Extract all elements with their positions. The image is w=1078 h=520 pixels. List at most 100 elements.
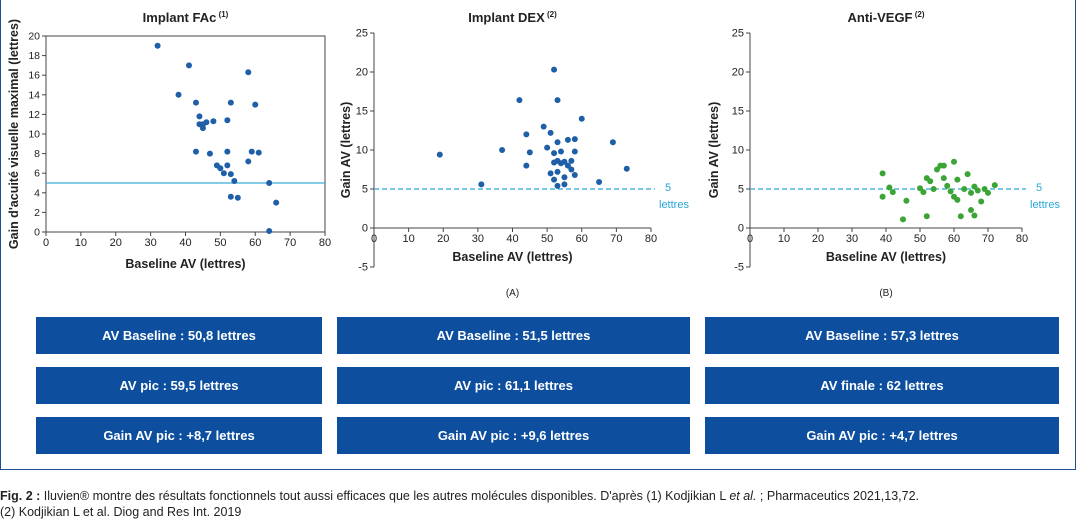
vegf-data-point — [951, 158, 957, 165]
vegf-data-point — [971, 212, 978, 219]
caption-label: Fig. 2 : — [0, 489, 41, 503]
fac-data-point — [185, 62, 192, 69]
caption-et-al: et al. — [729, 489, 757, 503]
fac-x-tick-label: 0 — [43, 237, 49, 249]
stat-vegf-gain: Gain AV pic : +4,7 lettres — [705, 417, 1059, 454]
vegf-data-point — [920, 189, 927, 196]
dex-data-point — [436, 151, 443, 158]
fac-y-tick-label: 14 — [28, 89, 40, 101]
vegf-data-point — [974, 187, 981, 194]
dex-data-point — [547, 170, 554, 177]
fac-y-tick-label: 16 — [28, 70, 40, 82]
fac-x-tick-label: 20 — [110, 237, 122, 249]
dex-data-point — [551, 150, 558, 157]
fac-data-point — [224, 117, 231, 124]
vegf-data-point — [968, 189, 974, 196]
stat-dex-baseline: AV Baseline : 51,5 lettres — [337, 317, 690, 354]
vegf-data-point — [981, 186, 988, 192]
fac-title-ref: (1) — [216, 10, 228, 19]
dex-x-tick-label: 70 — [610, 233, 622, 245]
stat-vegf-baseline: AV Baseline : 57,3 lettres — [705, 317, 1059, 354]
fac-data-point — [206, 150, 213, 157]
vegf-x-tick-label: 80 — [1016, 233, 1028, 245]
fac-x-tick-label: 10 — [75, 237, 87, 249]
vegf-y-tick-label: 20 — [732, 67, 744, 79]
dex-data-point — [526, 149, 533, 156]
fac-data-point — [252, 101, 259, 108]
chart-implant-fac: Implant FAc (1) 0 10 20 30 40 50 60 70 80 0 2 4 6 8 10 1… — [0, 0, 340, 305]
vegf-x-tick-label: 30 — [846, 233, 858, 245]
dex-data-point — [499, 147, 506, 153]
vegf-data-point — [930, 186, 937, 192]
vegf-data-point — [940, 162, 947, 169]
stat-fac-baseline: AV Baseline : 50,8 lettres — [36, 317, 322, 354]
vegf-data-point — [944, 182, 951, 189]
vegf-data-point — [903, 197, 910, 204]
vegf-data-point — [957, 213, 964, 220]
dex-data-point — [554, 139, 561, 146]
vegf-data-point — [917, 185, 923, 192]
vegf-data-point — [889, 189, 896, 196]
vegf-ref-label-2: lettres — [1030, 199, 1060, 211]
dex-ref-label-1: 5 — [665, 182, 671, 194]
caption-line-1: Fig. 2 : Iluvien® montre des résultats f… — [0, 488, 1078, 504]
fac-data-point — [192, 148, 199, 155]
vegf-data-point — [927, 178, 934, 185]
dex-data-point — [516, 97, 523, 104]
dex-x-tick-label: 80 — [645, 233, 657, 245]
vegf-y-label: Gain AV (lettres) — [707, 102, 721, 199]
fac-data-point — [227, 171, 234, 178]
fac-x-tick-label: 60 — [249, 237, 261, 249]
dex-data-point — [523, 131, 530, 138]
vegf-data-point — [985, 189, 991, 196]
vegf-y-tick-label: 15 — [732, 106, 744, 118]
chart-anti-vegf-svg: Anti-VEGF (2) 0 10 20 30 40 50 60 70 80 -5 0 5 10 15 20… — [707, 10, 1060, 299]
dex-data-point — [547, 129, 554, 136]
vegf-data-point — [879, 193, 886, 200]
caption-text-2: ; Pharmaceutics 2021,13,72. — [756, 489, 920, 503]
fac-x-tick-label: 40 — [179, 237, 191, 249]
vegf-data-point — [940, 175, 947, 182]
fac-data-point — [245, 158, 252, 165]
fac-data-point — [231, 178, 238, 185]
fac-data-point — [234, 194, 241, 201]
dex-title: Implant DEX (2) — [468, 10, 557, 25]
fac-y-tick-label: 6 — [34, 168, 40, 180]
dex-data-point — [554, 168, 561, 175]
vegf-data-point — [879, 170, 886, 177]
dex-data-point — [551, 176, 558, 183]
fac-data-point — [154, 42, 161, 49]
dex-x-tick-label: 20 — [437, 233, 449, 245]
dex-x-tick-label: 30 — [472, 233, 484, 245]
dex-data-point — [544, 144, 551, 151]
fac-data-point — [245, 69, 252, 76]
dex-x-tick-label: 10 — [403, 233, 415, 245]
fac-data-point — [220, 170, 227, 177]
dex-x-label: Baseline AV (lettres) — [452, 250, 572, 264]
vegf-data-point — [947, 188, 954, 195]
vegf-y-tick-label: -5 — [734, 262, 744, 274]
fac-x-tick-label: 70 — [284, 237, 296, 249]
fac-data-point — [192, 99, 199, 106]
dex-title-ref: (2) — [545, 10, 557, 19]
fac-x-label: Baseline AV (lettres) — [125, 257, 245, 271]
dex-data-point — [568, 157, 575, 164]
dex-data-point — [571, 136, 578, 143]
vegf-x-tick-label: 20 — [812, 233, 824, 245]
dex-data-point — [561, 174, 568, 181]
stat-dex-gain: Gain AV pic : +9,6 lettres — [337, 417, 690, 454]
fac-x-tick-label: 80 — [319, 237, 331, 249]
fac-y-tick-label: 20 — [28, 31, 40, 43]
dex-data-point — [571, 171, 578, 178]
dex-y-tick-label: 25 — [356, 28, 368, 40]
dex-data-point — [551, 66, 558, 73]
fac-data-point — [227, 193, 234, 200]
vegf-y-tick-label: 5 — [738, 184, 744, 196]
vegf-data-point — [934, 166, 940, 173]
vegf-data-point — [991, 182, 998, 189]
dex-data-point — [540, 123, 547, 130]
dex-y-tick-label: 15 — [356, 106, 368, 118]
fac-data-point — [224, 148, 231, 155]
fac-y-tick-label: 0 — [34, 227, 40, 239]
fac-data-point — [248, 148, 255, 155]
